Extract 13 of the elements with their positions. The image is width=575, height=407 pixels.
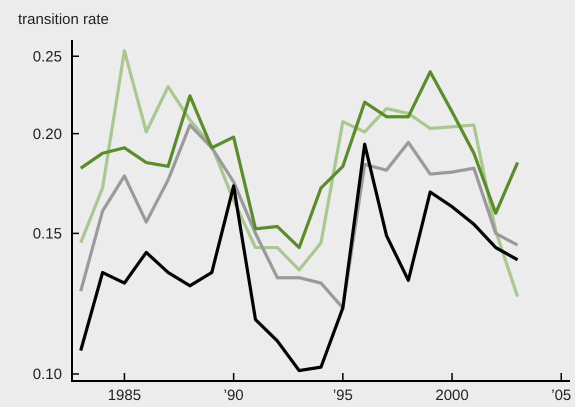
x-tick-label: 1985 (108, 387, 142, 404)
y-tick-label: 0.20 (32, 126, 62, 143)
line-series (79, 123, 520, 310)
y-tick-label: 0.10 (32, 366, 62, 384)
x-tick-label: ’95 (332, 387, 353, 404)
y-tick-label: 0.15 (32, 226, 62, 243)
x-tick-label: ’05 (551, 387, 572, 404)
y-axis-title: transition rate (18, 11, 109, 28)
y-tick-label: 0.25 (32, 48, 62, 66)
x-tick-label: 2000 (435, 387, 469, 404)
line-series (79, 142, 520, 372)
x-tick-label: ’90 (224, 387, 244, 404)
line-series (79, 70, 520, 250)
